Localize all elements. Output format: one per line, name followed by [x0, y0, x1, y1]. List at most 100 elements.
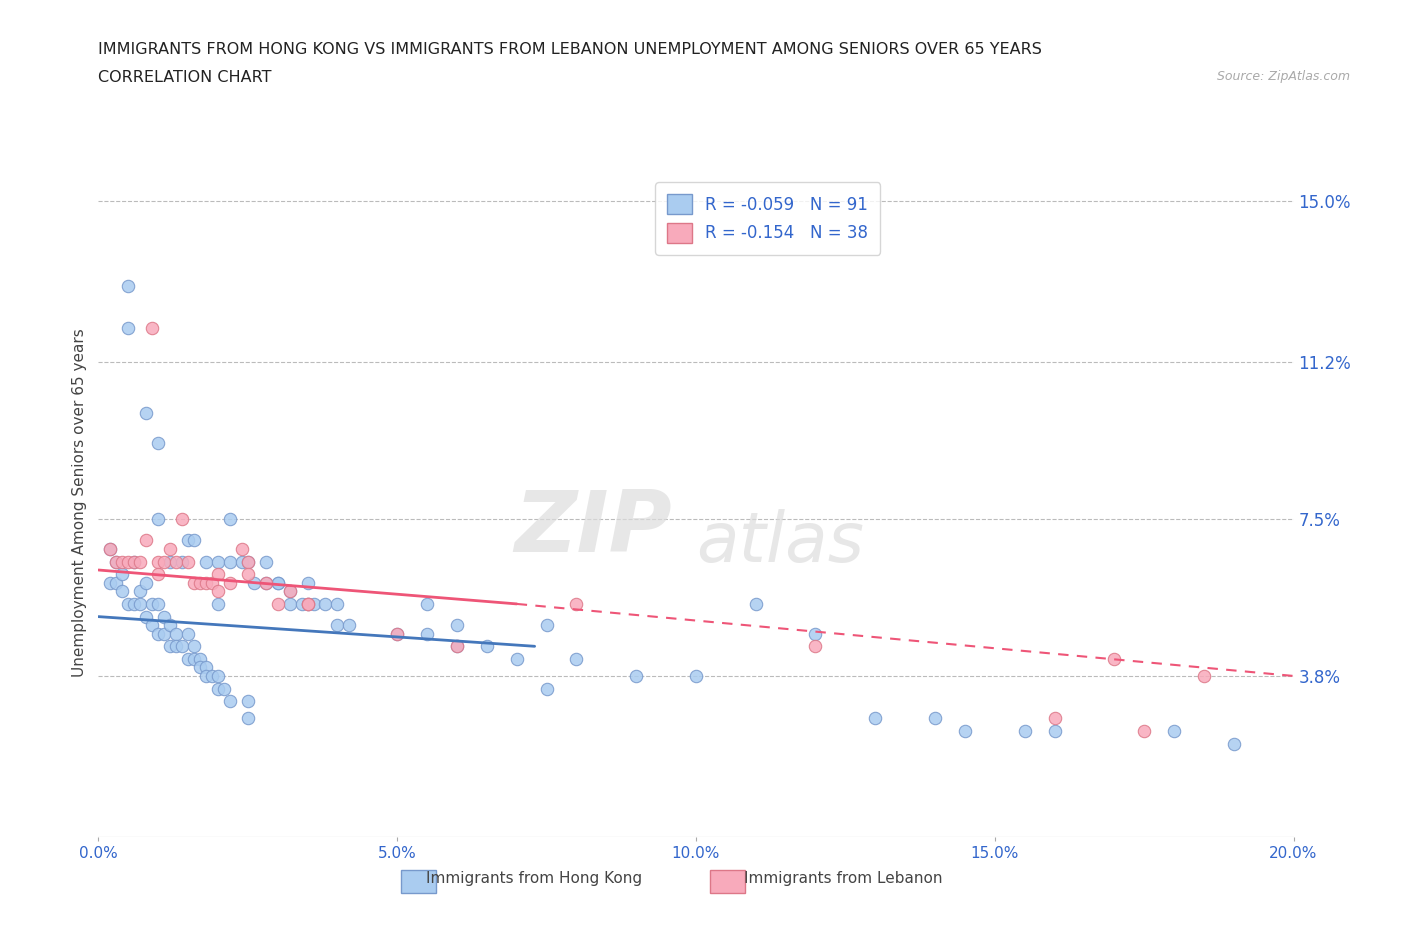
Point	[172, 512, 194, 526]
Point	[278, 584, 301, 599]
Point	[385, 626, 409, 641]
Point	[219, 512, 242, 526]
Point	[148, 512, 170, 526]
Point	[135, 533, 157, 548]
Point	[100, 541, 122, 556]
Point	[231, 554, 253, 569]
Point	[1043, 724, 1066, 738]
Point	[148, 566, 170, 581]
Point	[267, 576, 290, 591]
Point	[254, 554, 277, 569]
Point	[446, 639, 468, 654]
Point	[141, 618, 163, 632]
Point	[201, 576, 224, 591]
Point	[124, 554, 146, 569]
Point	[267, 576, 290, 591]
Point	[117, 554, 139, 569]
Point	[117, 321, 139, 336]
Point	[236, 554, 259, 569]
Point	[148, 596, 170, 611]
Point	[165, 639, 187, 654]
Point	[506, 652, 529, 667]
Point	[1192, 669, 1215, 684]
Point	[148, 626, 170, 641]
Point	[207, 566, 229, 581]
Text: Immigrants from Lebanon: Immigrants from Lebanon	[744, 871, 943, 886]
Point	[135, 609, 157, 624]
Point	[446, 618, 468, 632]
Point	[183, 533, 205, 548]
Y-axis label: Unemployment Among Seniors over 65 years: Unemployment Among Seniors over 65 years	[72, 328, 87, 677]
Point	[111, 566, 134, 581]
Point	[804, 626, 827, 641]
Point	[536, 618, 558, 632]
Point	[183, 639, 205, 654]
Point	[207, 584, 229, 599]
Point	[207, 554, 229, 569]
Text: Immigrants from Hong Kong: Immigrants from Hong Kong	[426, 871, 643, 886]
Point	[565, 652, 588, 667]
Point	[195, 660, 218, 675]
Point	[475, 639, 498, 654]
Point	[135, 405, 157, 420]
Point	[141, 321, 163, 336]
Point	[159, 639, 181, 654]
Point	[117, 596, 139, 611]
Point	[231, 541, 253, 556]
Point	[243, 576, 266, 591]
Point	[207, 682, 229, 697]
Point	[565, 596, 588, 611]
Point	[188, 660, 211, 675]
Text: IMMIGRANTS FROM HONG KONG VS IMMIGRANTS FROM LEBANON UNEMPLOYMENT AMONG SENIORS : IMMIGRANTS FROM HONG KONG VS IMMIGRANTS …	[98, 42, 1042, 57]
Point	[195, 669, 218, 684]
Point	[153, 609, 176, 624]
Point	[207, 669, 229, 684]
Point	[201, 669, 224, 684]
Point	[195, 576, 218, 591]
Point	[1043, 711, 1066, 725]
Point	[165, 554, 187, 569]
Point	[111, 554, 134, 569]
Point	[685, 669, 707, 684]
Point	[219, 554, 242, 569]
Point	[1133, 724, 1156, 738]
Point	[141, 596, 163, 611]
Point	[195, 554, 218, 569]
Point	[129, 596, 152, 611]
Point	[159, 554, 181, 569]
Point	[183, 652, 205, 667]
Point	[129, 584, 152, 599]
Point	[291, 596, 314, 611]
Point	[536, 682, 558, 697]
Point	[339, 618, 360, 632]
Point	[315, 596, 337, 611]
Point	[159, 618, 181, 632]
Point	[100, 576, 122, 591]
Point	[177, 626, 200, 641]
Text: ZIP: ZIP	[515, 487, 672, 570]
Point	[865, 711, 887, 725]
Point	[177, 652, 200, 667]
Point	[124, 554, 146, 569]
Point	[129, 554, 152, 569]
Point	[254, 576, 277, 591]
Point	[1104, 652, 1126, 667]
Point	[172, 639, 194, 654]
Point	[100, 541, 122, 556]
Point	[105, 576, 128, 591]
Point	[183, 576, 205, 591]
Point	[124, 596, 146, 611]
Point	[105, 554, 128, 569]
Point	[236, 554, 259, 569]
Point	[297, 596, 319, 611]
Point	[105, 554, 128, 569]
Point	[1223, 737, 1246, 751]
Point	[165, 626, 187, 641]
Point	[416, 626, 439, 641]
Point	[236, 694, 259, 709]
Point	[219, 576, 242, 591]
Point	[254, 576, 277, 591]
Point	[135, 576, 157, 591]
Point	[188, 576, 211, 591]
Point	[177, 533, 200, 548]
